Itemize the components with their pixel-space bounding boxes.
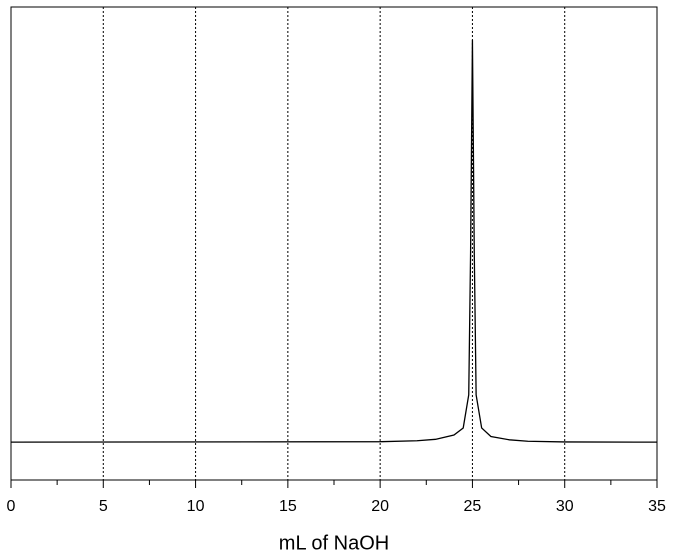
- x-tick-label: 20: [371, 498, 389, 515]
- x-axis-label: mL of NaOH: [279, 532, 389, 554]
- x-tick-label: 35: [648, 498, 666, 515]
- x-tick-label: 15: [279, 498, 297, 515]
- plot-frame: [10, 6, 658, 481]
- line-series: [10, 40, 658, 443]
- x-tick-label: 10: [187, 498, 205, 515]
- x-tick-label: 30: [556, 498, 574, 515]
- x-tick-label: 0: [7, 498, 16, 515]
- x-tick-label: 25: [464, 498, 482, 515]
- x-tick-label: 5: [99, 498, 108, 515]
